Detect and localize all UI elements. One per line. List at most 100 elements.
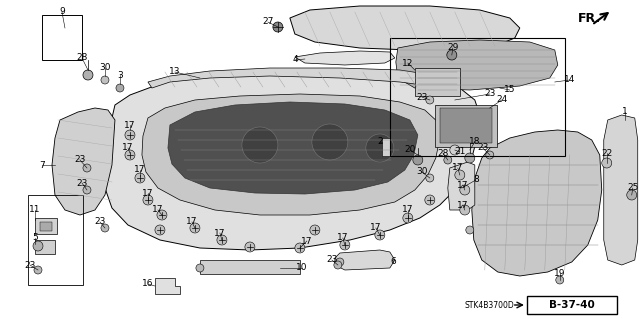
Circle shape	[450, 145, 460, 155]
Text: 9: 9	[59, 8, 65, 17]
Text: 24: 24	[496, 95, 508, 105]
Text: 23: 23	[74, 155, 86, 165]
Circle shape	[196, 264, 204, 272]
Text: 17: 17	[124, 121, 136, 130]
Polygon shape	[103, 70, 480, 250]
Circle shape	[310, 225, 320, 235]
Circle shape	[125, 150, 135, 160]
Polygon shape	[448, 162, 475, 210]
Circle shape	[295, 243, 305, 253]
Bar	[40, 222, 52, 231]
Text: B-37-40: B-37-40	[549, 300, 595, 310]
Text: 23: 23	[477, 144, 488, 152]
Polygon shape	[295, 51, 395, 65]
Text: 13: 13	[169, 68, 180, 77]
Text: 6: 6	[390, 257, 396, 266]
Text: 2: 2	[377, 137, 383, 146]
Bar	[440, 108, 492, 143]
Circle shape	[336, 258, 344, 266]
Text: 28: 28	[76, 54, 88, 63]
Text: 23: 23	[416, 93, 428, 101]
Text: 17: 17	[370, 224, 381, 233]
Text: 17: 17	[152, 205, 164, 214]
Circle shape	[312, 124, 348, 160]
Text: 1: 1	[622, 108, 628, 116]
Circle shape	[101, 76, 109, 84]
Circle shape	[135, 173, 145, 183]
Circle shape	[33, 241, 43, 251]
Circle shape	[486, 151, 494, 159]
Circle shape	[460, 205, 470, 215]
Polygon shape	[604, 115, 637, 265]
Text: 20: 20	[404, 145, 415, 154]
Text: 10: 10	[296, 263, 308, 272]
Text: 17: 17	[214, 228, 226, 238]
Circle shape	[447, 50, 457, 60]
Bar	[435, 105, 497, 147]
Text: 5: 5	[32, 234, 38, 242]
Text: 17: 17	[402, 205, 413, 214]
Circle shape	[460, 185, 470, 195]
Text: 21: 21	[454, 147, 465, 157]
Text: 17: 17	[186, 218, 198, 226]
Text: 7: 7	[39, 160, 45, 169]
Text: 17: 17	[457, 201, 468, 210]
Polygon shape	[148, 68, 450, 88]
Text: 17: 17	[142, 189, 154, 197]
Circle shape	[83, 186, 91, 194]
Circle shape	[466, 226, 474, 234]
Circle shape	[403, 213, 413, 223]
Text: 30: 30	[99, 63, 111, 72]
Text: 3: 3	[117, 70, 123, 79]
Circle shape	[190, 223, 200, 233]
Polygon shape	[396, 40, 558, 90]
Text: 19: 19	[554, 269, 566, 278]
Text: 23: 23	[76, 179, 88, 188]
Circle shape	[157, 210, 167, 220]
Text: 23: 23	[94, 218, 106, 226]
Polygon shape	[290, 6, 520, 50]
Polygon shape	[168, 102, 418, 194]
Polygon shape	[335, 250, 395, 270]
Text: 17: 17	[122, 144, 134, 152]
Bar	[200, 260, 300, 274]
Circle shape	[273, 22, 283, 32]
Text: 23: 23	[484, 90, 495, 99]
Text: STK4B3700D: STK4B3700D	[465, 300, 515, 309]
Circle shape	[155, 225, 165, 235]
Circle shape	[426, 96, 434, 104]
Text: 4: 4	[292, 56, 298, 64]
Text: 18: 18	[469, 137, 481, 146]
Text: 25: 25	[627, 183, 639, 192]
Text: 30: 30	[416, 167, 428, 176]
Circle shape	[143, 195, 153, 205]
Text: FR.: FR.	[578, 11, 601, 25]
Circle shape	[101, 224, 109, 232]
Circle shape	[627, 190, 637, 200]
Text: 23: 23	[24, 261, 36, 270]
Text: 29: 29	[447, 43, 458, 53]
Text: 14: 14	[564, 76, 575, 85]
Text: 8: 8	[473, 175, 479, 184]
Circle shape	[242, 127, 278, 163]
Circle shape	[444, 156, 452, 164]
Text: 17: 17	[301, 236, 312, 246]
Circle shape	[366, 134, 394, 162]
Circle shape	[340, 240, 350, 250]
Polygon shape	[155, 278, 180, 294]
Polygon shape	[142, 94, 440, 215]
Circle shape	[426, 174, 434, 182]
Circle shape	[245, 242, 255, 252]
Circle shape	[83, 164, 91, 172]
Polygon shape	[472, 130, 602, 276]
Text: 23: 23	[326, 256, 337, 264]
Text: 17: 17	[337, 234, 349, 242]
Text: 27: 27	[262, 18, 273, 26]
Circle shape	[125, 130, 135, 140]
Circle shape	[425, 195, 435, 205]
Bar	[527, 296, 617, 314]
Circle shape	[602, 158, 612, 168]
Circle shape	[413, 155, 423, 165]
Text: 11: 11	[29, 205, 41, 214]
Circle shape	[334, 261, 342, 269]
